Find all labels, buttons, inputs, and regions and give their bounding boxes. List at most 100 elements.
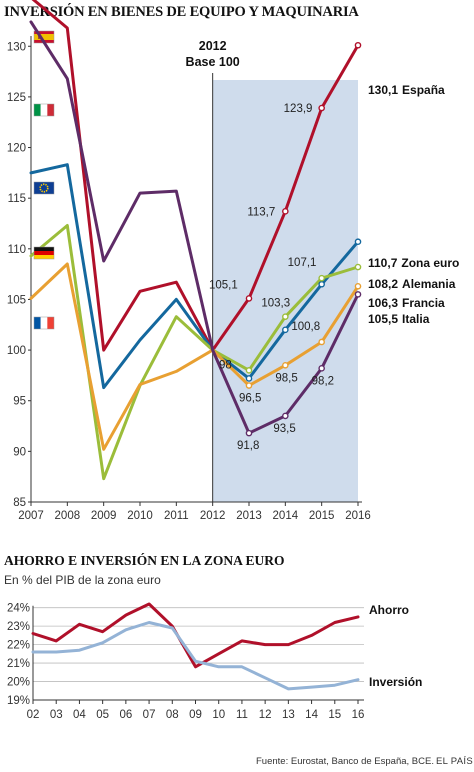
- series-line-zona-euro: [29, 163, 360, 390]
- x-tick-label: 14: [305, 709, 318, 721]
- x-tick-label: 2015: [309, 510, 335, 522]
- x-tick-label: 04: [73, 709, 86, 721]
- flag-stripe: [40, 317, 48, 329]
- series-line-inversión: [31, 621, 360, 691]
- y-tick-label: 95: [13, 396, 26, 408]
- end-label-value: 105,5: [368, 312, 398, 326]
- data-point: [245, 382, 253, 389]
- y-tick-label: 105: [7, 294, 26, 306]
- x-tick-label: 2014: [273, 510, 299, 522]
- flag-stripe: [34, 317, 41, 329]
- y-tick-label: 125: [7, 92, 26, 104]
- x-tick-label: 09: [189, 709, 202, 721]
- flag-border: [33, 246, 55, 260]
- flag-stripe: [34, 104, 41, 116]
- end-label-value: 110,7: [368, 256, 398, 270]
- point-label: 123,9: [284, 103, 313, 115]
- series-label-inversión: Inversión: [369, 675, 422, 689]
- x-tick-label: 2009: [91, 510, 117, 522]
- end-label-value: 106,3: [368, 296, 398, 310]
- x-tick-label: 11: [236, 709, 248, 721]
- y-tick-label: 23%: [7, 621, 30, 633]
- x-tick-label: 2013: [236, 510, 262, 522]
- point-label: 105,1: [209, 279, 238, 291]
- data-point: [354, 238, 362, 246]
- data-point: [245, 295, 253, 302]
- point-label: 98,5: [275, 372, 297, 384]
- data-point: [282, 412, 289, 420]
- flag-stripe: [34, 255, 54, 259]
- series-line-españa: [31, 0, 360, 352]
- end-label-value: 108,2: [368, 277, 398, 291]
- y-tick-label: 100: [7, 345, 26, 357]
- end-label: 106,3 Francia: [368, 296, 445, 310]
- x-tick-label: 2012: [200, 510, 226, 522]
- flag-stripe: [34, 34, 54, 40]
- end-label: 108,2 Alemania: [368, 277, 456, 291]
- y-tick-label: 130: [7, 41, 26, 53]
- flag-border: [33, 103, 55, 117]
- flag-field: [34, 182, 54, 194]
- brand-logo-text: EL PAÍS: [436, 756, 473, 767]
- end-label: 110,7 Zona euro: [368, 256, 459, 270]
- point-label: 98,2: [312, 375, 334, 387]
- x-tick-label: 2016: [345, 510, 371, 522]
- y-tick-label: 110: [8, 244, 26, 256]
- data-point: [354, 41, 362, 49]
- data-point: [245, 429, 253, 437]
- end-label-name: Francia: [402, 296, 445, 310]
- data-point: [318, 280, 325, 288]
- x-tick-label: 02: [27, 709, 40, 721]
- base-index-label: Base 100: [186, 55, 240, 69]
- end-label: 130,1 España: [368, 83, 445, 97]
- investment-line-chart: 2012 Base 100 85 90 95 100 105 110 115 120 125 130 2…: [7, 0, 459, 522]
- end-label: 105,5 Italia: [368, 312, 430, 326]
- x-tick-label: 2007: [18, 510, 44, 522]
- series-line-francia: [29, 262, 360, 451]
- end-label-name: Italia: [402, 312, 430, 326]
- flag-germany: [33, 246, 55, 260]
- x-tick-label: 2010: [127, 510, 153, 522]
- flag-stripe: [40, 104, 48, 116]
- flag-stripe: [47, 317, 54, 329]
- x-tick-label: 03: [50, 709, 63, 721]
- y-tick-label: 120: [7, 143, 26, 155]
- y-tick-label: 90: [13, 446, 26, 458]
- point-label: 113,7: [247, 206, 275, 218]
- y-tick-label: 21%: [7, 658, 30, 670]
- savings-investment-line-chart: 19% 20% 21% 22% 23% 24% 02 03 04 05 06 07 08 09 10 11 12…: [7, 602, 422, 721]
- point-label: 93,5: [273, 423, 295, 435]
- flag-france: [33, 316, 55, 330]
- x-tick-label: 2008: [55, 510, 81, 522]
- base-period-shade: [212, 80, 358, 502]
- y-tick-label: 20%: [7, 677, 30, 689]
- x-tick-label: 10: [212, 709, 225, 721]
- end-label-value: 130,1: [368, 83, 398, 97]
- x-tick-label: 07: [143, 709, 156, 721]
- data-point: [245, 367, 253, 374]
- data-point: [354, 282, 362, 290]
- x-tick-label: 16: [352, 709, 365, 721]
- flag-eu: [33, 181, 55, 195]
- y-tick-label: 24%: [7, 603, 30, 615]
- source-note: Fuente: Eurostat, Banco de España, BCE.: [256, 756, 434, 767]
- base-year-label: 2012: [199, 39, 227, 53]
- chart-title: INVERSIÓN EN BIENES DE EQUIPO Y MAQUINAR…: [4, 4, 359, 20]
- x-tick-label: 15: [328, 709, 341, 721]
- point-label: 96,5: [239, 393, 261, 405]
- point-label: 98: [219, 359, 232, 371]
- data-point: [354, 291, 362, 298]
- flag-stripe: [34, 247, 54, 251]
- data-point: [282, 326, 289, 334]
- point-label: 107,1: [288, 257, 317, 269]
- data-point: [318, 338, 325, 346]
- series-line-ahorro: [31, 602, 360, 669]
- x-tick-label: 12: [259, 709, 272, 721]
- x-tick-label: 13: [282, 709, 295, 721]
- flag-border: [33, 181, 55, 195]
- data-point: [318, 365, 325, 372]
- end-label-name: Alemania: [402, 277, 456, 291]
- flag-italy: [33, 103, 55, 117]
- y-tick-label: 115: [8, 193, 26, 205]
- y-tick-label: 19%: [7, 695, 30, 707]
